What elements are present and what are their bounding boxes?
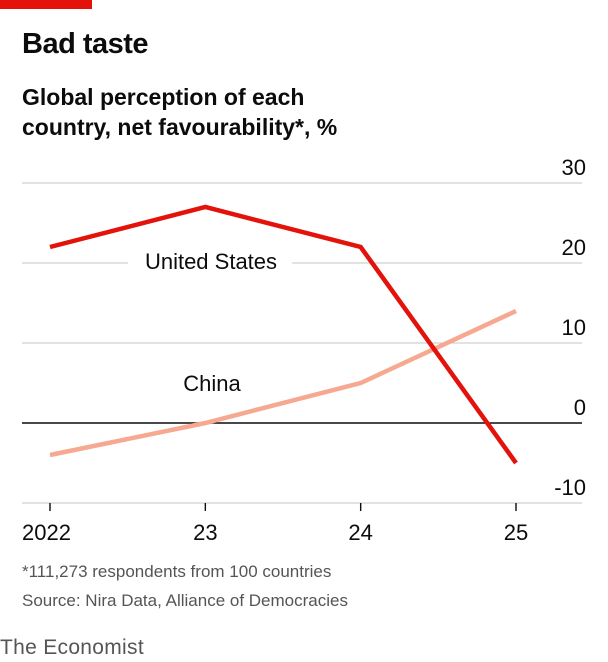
x-tick-label: 24 <box>348 520 372 545</box>
publisher-brand: The Economist <box>0 636 144 659</box>
series-label-china: China <box>183 371 241 396</box>
series-labels: United States China <box>145 249 277 396</box>
footnote: *111,273 respondents from 100 countries <box>22 562 332 581</box>
series-label-united-states: United States <box>145 249 277 274</box>
y-tick-label: 0 <box>574 395 586 420</box>
y-tick-label: 10 <box>562 315 586 340</box>
x-axis: 2022 23 24 25 <box>22 503 528 545</box>
series-lines <box>49 204 518 465</box>
brand-red-tag <box>0 0 92 9</box>
line-chart: 30 20 10 0 -10 2022 23 24 25 United States China <box>22 155 586 545</box>
series-line-united-states <box>49 204 518 465</box>
x-tick-label: 2022 <box>22 520 71 545</box>
chart-subtitle: Global perception of each country, net f… <box>22 84 338 140</box>
x-tick-label: 23 <box>193 520 217 545</box>
y-tick-labels: 30 20 10 0 -10 <box>554 155 586 500</box>
gridlines <box>22 182 582 504</box>
y-tick-label: -10 <box>554 475 586 500</box>
chart-title: Bad taste <box>22 28 149 60</box>
x-tick-label: 25 <box>504 520 528 545</box>
y-tick-label: 30 <box>562 155 586 180</box>
source-note: Source: Nira Data, Alliance of Democraci… <box>22 591 348 610</box>
chart-panel: Bad taste Global perception of each coun… <box>0 0 586 610</box>
series-line-china <box>49 308 517 458</box>
y-tick-label: 20 <box>562 235 586 260</box>
